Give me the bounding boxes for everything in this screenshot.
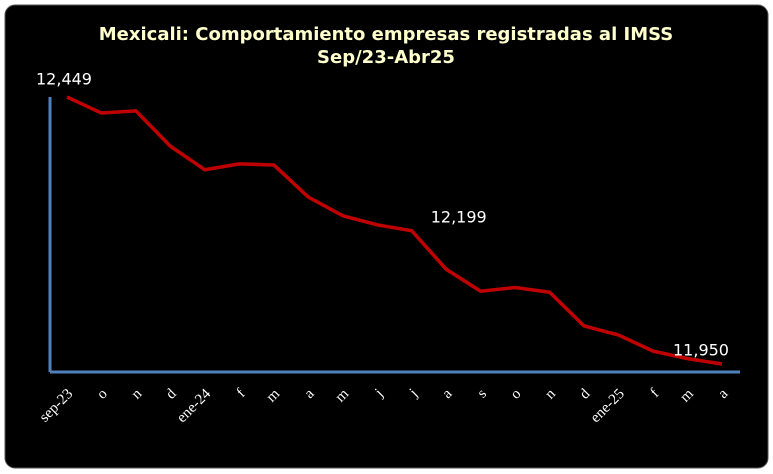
value-label: 12,449 [36,70,92,89]
data-line [66,95,723,366]
chart-subtitle: Sep/23-Abr25 [317,47,455,68]
value-label: 12,199 [431,207,487,226]
value-label: 11,950 [673,340,729,359]
chart-background [4,4,769,469]
chart-title: Mexicali: Comportamiento empresas regist… [99,24,674,45]
